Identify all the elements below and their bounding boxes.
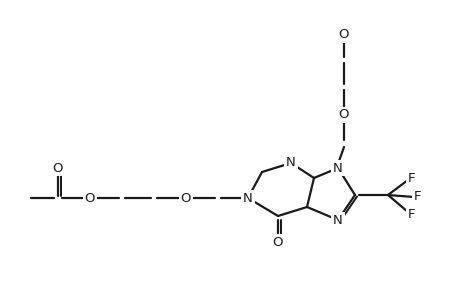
Text: O: O [84, 191, 95, 205]
Text: O: O [338, 109, 348, 122]
Text: O: O [180, 191, 191, 205]
Text: F: F [408, 208, 415, 220]
Text: O: O [272, 236, 283, 248]
Text: N: N [332, 214, 342, 226]
Text: O: O [338, 28, 348, 41]
Text: F: F [414, 190, 421, 203]
Text: N: N [332, 161, 342, 175]
Text: N: N [243, 191, 252, 205]
Text: N: N [285, 157, 295, 169]
Text: F: F [408, 172, 415, 184]
Text: O: O [53, 161, 63, 175]
